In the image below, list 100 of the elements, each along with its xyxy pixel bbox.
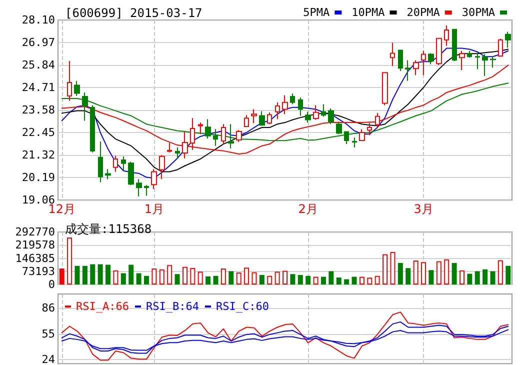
bar — [252, 272, 257, 284]
bar — [398, 262, 403, 284]
bar — [113, 270, 118, 284]
bar — [174, 274, 180, 284]
bar — [444, 259, 450, 284]
y-tick-label: 22.45 — [22, 126, 55, 139]
bar — [244, 268, 250, 284]
bar — [406, 268, 411, 284]
candlestick — [282, 94, 288, 115]
legend-label: RSI_A:66 — [76, 300, 129, 313]
y-tick-label: 20.19 — [22, 171, 55, 184]
candlestick — [328, 108, 334, 125]
bar — [167, 265, 172, 284]
y-tick-label: 86 — [42, 302, 55, 315]
candlestick — [313, 104, 319, 120]
candlestick — [236, 130, 242, 142]
line-series — [61, 312, 509, 361]
bar — [59, 268, 64, 284]
y-tick-label: 21.32 — [22, 148, 55, 162]
bar — [259, 274, 264, 284]
legend-label: 20PMA — [406, 6, 440, 19]
bar — [182, 266, 188, 284]
candlestick — [321, 104, 326, 118]
bar — [120, 273, 126, 284]
y-tick-label: 28.10 — [22, 14, 55, 26]
bar — [336, 278, 342, 284]
chart-title: 成交量:115368 — [65, 222, 152, 236]
bar — [282, 270, 288, 284]
bar — [144, 276, 149, 284]
bar — [436, 261, 442, 284]
candlestick — [375, 112, 380, 128]
x-tick-label: 1月 — [144, 202, 164, 216]
candlestick — [90, 104, 95, 153]
line-series — [61, 321, 509, 354]
chart-title: [600699] 2015-03-17 — [65, 6, 202, 20]
bar — [352, 276, 357, 284]
candlestick — [467, 50, 472, 58]
bar — [152, 268, 157, 284]
legend-label: RSI_C:60 — [216, 300, 269, 313]
bar — [90, 264, 96, 284]
y-tick-label: 55 — [42, 327, 55, 340]
bar — [67, 238, 72, 284]
candlestick — [113, 155, 118, 172]
bar — [213, 276, 218, 284]
candlestick — [159, 154, 165, 180]
candlestick — [398, 50, 403, 72]
candlestick — [290, 92, 295, 105]
x-tick-label: 3月 — [414, 202, 434, 216]
bar — [290, 274, 296, 284]
candlestick — [105, 168, 111, 180]
candlestick — [221, 124, 226, 145]
candlestick — [259, 110, 265, 126]
candlestick — [74, 80, 80, 96]
bar — [428, 270, 434, 284]
candlestick — [121, 156, 126, 172]
bar — [382, 254, 388, 284]
bar — [344, 279, 350, 284]
candlestick — [459, 50, 465, 71]
candlestick — [190, 118, 195, 150]
bar — [128, 264, 134, 284]
bar — [106, 264, 111, 284]
candlestick — [336, 121, 342, 135]
candlestick — [498, 38, 503, 58]
bar — [228, 271, 234, 284]
bar — [74, 266, 80, 284]
bar — [328, 271, 334, 284]
candlestick — [175, 146, 180, 159]
bar — [159, 269, 164, 284]
bar — [390, 252, 396, 284]
candlestick — [244, 114, 249, 128]
bar — [374, 276, 380, 284]
y-tick-label: 73193 — [22, 264, 55, 278]
candlestick — [251, 108, 257, 124]
candlestick — [151, 168, 157, 190]
bar — [220, 268, 226, 284]
candlestick — [305, 111, 311, 124]
bar — [320, 276, 326, 284]
candlestick — [475, 52, 480, 70]
candlestick — [428, 52, 434, 65]
candlestick — [98, 140, 103, 183]
candlestick — [298, 96, 303, 116]
candlestick — [205, 118, 211, 139]
bar — [267, 276, 272, 284]
candlestick — [67, 60, 72, 102]
bar — [413, 260, 418, 284]
y-tick-label: 26.97 — [22, 36, 55, 49]
candlestick — [405, 60, 411, 82]
y-tick-label: 219578 — [15, 238, 55, 252]
candlestick — [144, 184, 149, 196]
bar — [236, 272, 242, 284]
bar — [459, 270, 464, 284]
bar — [190, 268, 196, 284]
candlestick — [452, 28, 457, 62]
candlestick — [359, 128, 365, 142]
candlestick — [82, 92, 88, 122]
candlestick — [382, 72, 388, 106]
candlestick — [128, 161, 134, 186]
candlestick — [482, 54, 488, 76]
y-tick-label: 25.84 — [22, 58, 56, 72]
candlestick — [490, 56, 496, 68]
